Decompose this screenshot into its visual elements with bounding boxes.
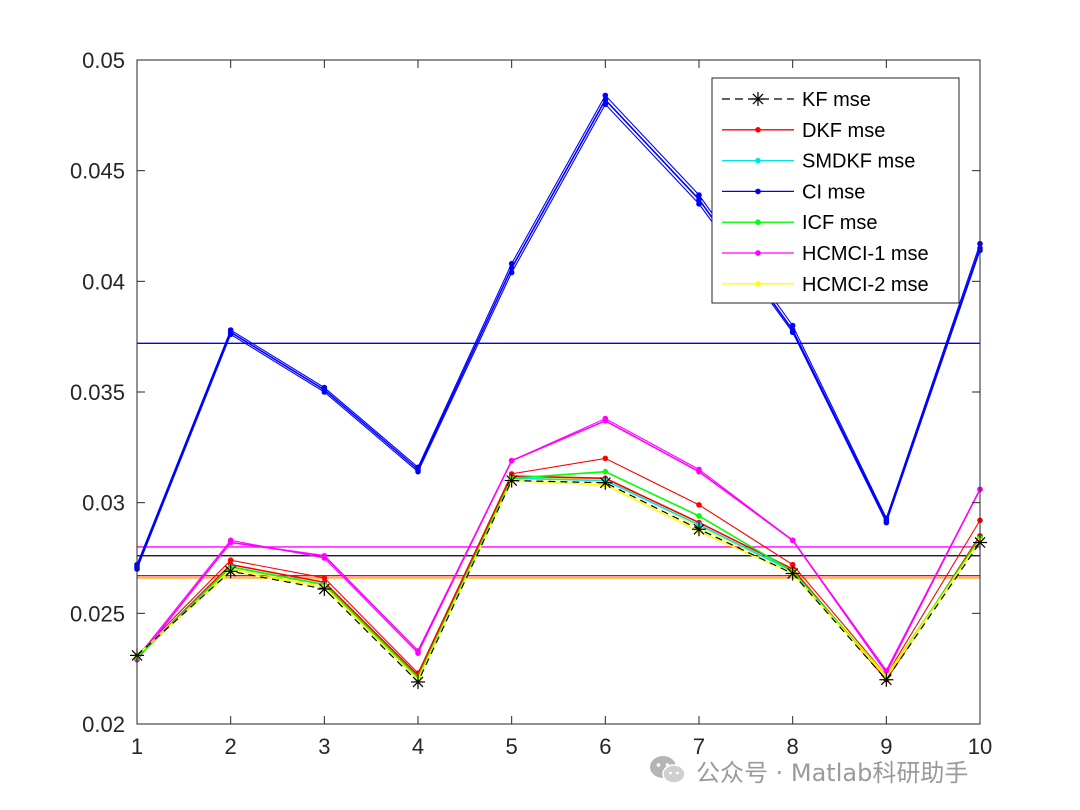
extra-curve-2 <box>136 457 981 677</box>
series-kf-mse-point-6 <box>598 475 613 490</box>
series-kf-mse-line <box>136 479 981 683</box>
series-ci-mse-point-8 <box>789 327 796 333</box>
x-tick-label-3: 3 <box>318 734 330 759</box>
extra-curve-1-point-6 <box>602 92 609 99</box>
y-tick-label-6: 0.05 <box>82 48 125 73</box>
extra-curve-1-point-7 <box>696 192 702 198</box>
extra-curve-0 <box>136 103 981 570</box>
y-tick-label-1: 0.025 <box>70 601 125 626</box>
x-tick-label-7: 7 <box>693 734 705 759</box>
legend-marker-ci-mse <box>755 188 761 195</box>
watermark: 公众号 · Matlab科研助手 <box>648 750 968 790</box>
x-tick-label-8: 8 <box>787 734 799 759</box>
y-tick-label-4: 0.04 <box>82 269 125 294</box>
legend-marker-hcmci-1-mse <box>755 250 761 256</box>
legend-label-hcmci-2-mse: HCMCI-2 mse <box>802 274 929 296</box>
extra-curve-2-point-6 <box>602 455 609 462</box>
y-tick-label-5: 0.045 <box>70 159 125 184</box>
series-kf-mse-point-2 <box>223 564 238 579</box>
series-ci-mse-point-7 <box>696 196 702 203</box>
wechat-icon <box>650 756 686 784</box>
x-tick-label-4: 4 <box>412 734 424 759</box>
extra-curve-2-point-7 <box>696 502 702 508</box>
series-hcmci-1-mse-point-7 <box>696 468 702 475</box>
x-tick-label-9: 9 <box>880 734 892 759</box>
series-hcmci-1-mse-point-9 <box>883 668 890 674</box>
legend-marker-kf-mse <box>751 92 765 106</box>
series-kf-mse-point-8 <box>785 566 800 581</box>
legend-label-hcmci-1-mse: HCMCI-1 mse <box>802 243 929 265</box>
series-hcmci-1-mse-point-5 <box>508 457 515 464</box>
legend-marker-icf-mse <box>755 219 761 225</box>
x-tick-label-10: 10 <box>968 734 992 759</box>
legend-label-dkf-mse: DKF mse <box>802 120 885 142</box>
series-ci-mse-point-5 <box>508 265 515 271</box>
series-hcmci-1-mse-point-2 <box>227 539 234 546</box>
x-tick-label-1: 1 <box>131 734 143 759</box>
legend-marker-hcmci-2-mse <box>755 281 761 287</box>
legend-marker-dkf-mse <box>755 127 761 133</box>
legend-label-kf-mse: KF mse <box>802 89 871 111</box>
series-ci-mse-point-3 <box>321 386 328 393</box>
extra-curve-2-point-2 <box>227 557 234 564</box>
y-tick-label-0: 0.02 <box>82 712 125 737</box>
series-ci-mse-point-4 <box>415 466 421 473</box>
legend-box <box>711 77 960 304</box>
legend-label-smdkf-mse: SMDKF mse <box>802 151 915 173</box>
series-hcmci-1-mse-point-8 <box>789 537 796 544</box>
x-tick-label-5: 5 <box>506 734 518 759</box>
series-ci-mse-point-2 <box>227 329 234 336</box>
series-hcmci-1-mse-point-4 <box>415 648 421 654</box>
extra-curve-2-point-8 <box>789 561 796 568</box>
series-kf-mse-point-7 <box>692 522 706 537</box>
series-icf-mse-point-6 <box>602 468 609 475</box>
legend-marker-smdkf-mse <box>755 157 761 164</box>
series-kf-mse-point-9 <box>879 672 894 687</box>
series-hcmci-1-mse-point-6 <box>602 417 609 424</box>
series-kf-mse-point-5 <box>504 473 519 488</box>
y-tick-label-2: 0.03 <box>82 491 125 516</box>
extra-curve-1 <box>136 94 981 565</box>
extra-curve-2-point-3 <box>321 575 328 581</box>
series-hcmci-2-mse-line <box>136 479 981 682</box>
legend: KF mse DKF mse SMDKF mse CI mse ICF mse HCMCI… <box>711 77 960 304</box>
y-tick-label-3: 0.035 <box>70 380 125 405</box>
legend-label-ci-mse: CI mse <box>802 181 865 203</box>
watermark-text: 公众号 · Matlab科研助手 <box>696 758 969 787</box>
series-kf-mse-point-4 <box>411 674 425 689</box>
series-hcmci-1-mse-point-3 <box>321 552 328 559</box>
series-hcmci-1-mse-line <box>136 419 981 673</box>
series-kf-mse-point-3 <box>317 581 332 596</box>
series-ci-mse-point-6 <box>602 97 609 103</box>
x-tick-label-2: 2 <box>225 734 237 759</box>
series-ci-mse-line <box>136 98 981 568</box>
series-icf-mse-point-7 <box>696 513 702 519</box>
legend-label-icf-mse: ICF mse <box>802 212 878 234</box>
series-ci-mse-point-9 <box>883 517 890 524</box>
x-tick-label-6: 6 <box>599 734 611 759</box>
